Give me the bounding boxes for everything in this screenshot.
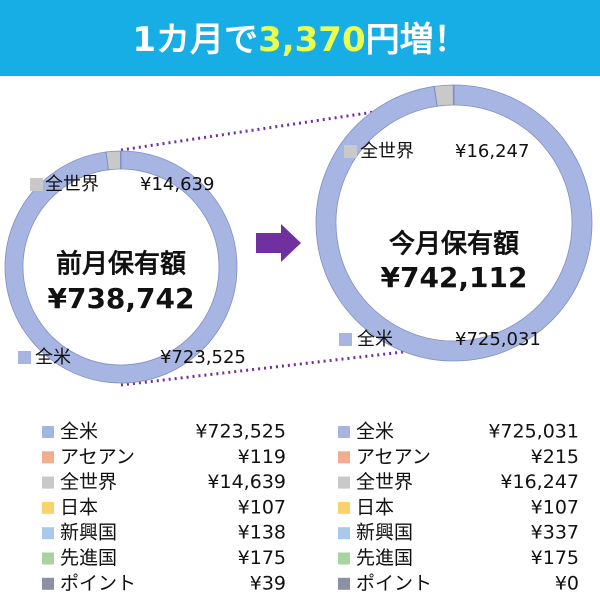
title-highlight: 3,370 (258, 20, 366, 60)
donut-slice (315, 84, 593, 362)
legend-swatch (338, 501, 350, 514)
legend-value: ¥16,247 (500, 471, 579, 493)
legend-value: ¥14,639 (207, 471, 286, 493)
annotation-swatch (18, 351, 31, 364)
legend-value: ¥107 (531, 496, 579, 518)
legend-swatch (338, 527, 350, 540)
legend-swatch (338, 451, 350, 464)
annotation-value: ¥14,639 (140, 174, 214, 195)
legend-name: 全米 (356, 421, 394, 443)
center-label: 前月保有額 (56, 249, 186, 280)
arrow (256, 224, 301, 262)
annotation-swatch (339, 333, 352, 346)
total-label: ¥738,742 (47, 282, 194, 315)
legend-value: ¥723,525 (195, 421, 286, 443)
legend-name: 先進国 (60, 547, 117, 569)
annotation-name: 全米 (35, 347, 71, 368)
legend-value: ¥215 (531, 446, 579, 468)
legend-value: ¥138 (238, 522, 286, 544)
legend-swatch (42, 426, 54, 438)
annotation-swatch (30, 178, 43, 191)
donut-slice (4, 150, 238, 384)
legend-swatch (338, 552, 350, 565)
legend-swatch (42, 451, 54, 464)
legend-swatch (338, 426, 350, 438)
title-part: 円増！ (366, 20, 468, 60)
annotation-name: 全米 (357, 329, 393, 350)
legend-value: ¥0 (555, 572, 579, 594)
annotation-name: 全世界 (360, 141, 414, 162)
legend-name: 全世界 (356, 471, 413, 493)
legend-name: 全世界 (60, 471, 117, 493)
annotation-value: ¥725,031 (455, 329, 541, 350)
header-band (0, 0, 600, 76)
legend-value: ¥39 (250, 572, 286, 594)
legend-name: 全米 (60, 421, 98, 443)
legend-name: 新興国 (356, 522, 413, 544)
total-label: ¥742,112 (380, 261, 527, 294)
legend-name: 日本 (60, 496, 98, 518)
legend-value: ¥175 (531, 547, 579, 569)
connector (120, 344, 455, 387)
legend-value: ¥337 (531, 522, 579, 544)
legend-swatch (42, 501, 54, 514)
title: 1カ月で3,370円増！ (132, 20, 467, 60)
legend-swatch (42, 476, 54, 489)
legend-name: 先進国 (356, 547, 413, 569)
donut-slice (433, 84, 454, 107)
legend-swatch (42, 552, 54, 565)
legend-name: アセアン (60, 446, 135, 468)
annotation-value: ¥16,247 (455, 141, 529, 162)
annotation-swatch (344, 145, 357, 158)
center-label: 今月保有額 (389, 229, 519, 260)
legend-name: 新興国 (60, 522, 117, 544)
legend-value: ¥175 (238, 547, 286, 569)
legend-name: ポイント (356, 572, 432, 594)
legend-value: ¥119 (238, 446, 286, 468)
legend-name: ポイント (60, 572, 136, 594)
legend-name: 日本 (356, 496, 394, 518)
title-part: 1カ月で (132, 20, 258, 60)
legend-swatch (42, 577, 54, 590)
legend-swatch (42, 527, 54, 540)
legend-value: ¥107 (238, 496, 286, 518)
connector (120, 98, 455, 152)
legend-value: ¥725,031 (488, 421, 579, 443)
annotation-name: 全世界 (45, 174, 99, 195)
legend-swatch (338, 476, 350, 489)
legend-name: アセアン (356, 446, 431, 468)
donut-slice (105, 150, 122, 171)
legend-swatch (338, 577, 350, 590)
annotation-value: ¥723,525 (160, 347, 246, 368)
